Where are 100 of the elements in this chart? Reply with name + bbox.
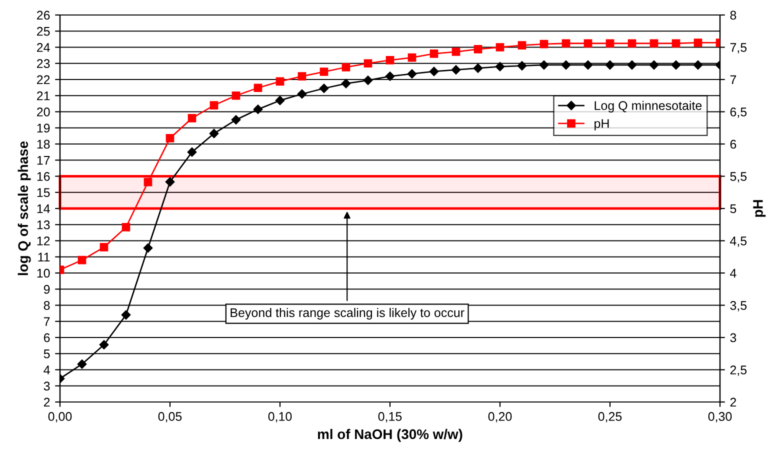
point: [122, 223, 130, 232]
x-tick-label: 0,20: [488, 412, 512, 422]
y2-axis-title: pH: [753, 200, 766, 217]
x-axis-title: ml of NaOH (30% w/w): [318, 428, 462, 442]
y-tick-label: 8: [44, 301, 50, 310]
y-tick-label: 23: [37, 59, 50, 68]
y2-tick-label: 7,5: [730, 43, 747, 54]
y-tick-label: 12: [37, 236, 50, 246]
point: [297, 89, 307, 99]
point: [276, 77, 284, 86]
point: [77, 359, 87, 369]
point: [430, 50, 438, 58]
point: [408, 53, 416, 62]
point: [275, 96, 285, 106]
point: [562, 39, 570, 48]
point: [232, 91, 240, 100]
point: [144, 178, 152, 186]
y-tick-label: 26: [37, 10, 50, 20]
x-tick-label: 0,30: [708, 412, 732, 422]
point: [165, 177, 175, 187]
point: [606, 39, 614, 48]
point: [627, 60, 637, 70]
legend-label: pH: [594, 119, 609, 130]
point: [386, 56, 394, 64]
y2-tick-label: 7: [730, 75, 736, 84]
point: [628, 39, 636, 48]
legend-label: Log Q minnesotaite: [594, 100, 702, 112]
point: [254, 84, 262, 92]
point: [231, 115, 241, 124]
y-tick-label: 24: [37, 43, 50, 52]
y-tick-label: 5: [44, 350, 50, 358]
y-tick-label: 18: [37, 140, 50, 149]
point: [561, 60, 571, 70]
y-tick-label: 10: [37, 268, 50, 278]
y-tick-label: 11: [38, 252, 50, 262]
point: [649, 60, 659, 70]
point: [429, 66, 439, 76]
y-tick-label: 15: [37, 188, 50, 198]
y2-tick-label: 5,5: [730, 172, 747, 182]
point: [496, 43, 504, 52]
point: [650, 39, 658, 48]
y-tick-label: 17: [37, 156, 50, 165]
point: [210, 101, 218, 110]
y-tick-label: 7: [44, 317, 50, 326]
y2-tick-label: 2: [730, 398, 736, 407]
point: [363, 76, 373, 85]
point: [341, 78, 351, 88]
x-tick-label: 0,05: [158, 412, 182, 422]
point: [320, 68, 328, 76]
y2-tick-label: 5: [730, 204, 736, 214]
y-tick-label: 3: [44, 382, 50, 391]
point: [672, 39, 680, 48]
point: [188, 114, 196, 122]
y-tick-label: 6: [44, 333, 50, 342]
point: [605, 60, 615, 70]
point: [473, 64, 483, 73]
y-tick-label: 20: [37, 108, 50, 116]
y-tick-label: 16: [37, 172, 50, 181]
y-tick-label: 4: [44, 366, 50, 374]
point: [495, 62, 505, 72]
y-tick-label: 14: [37, 204, 50, 214]
point: [143, 243, 153, 253]
point: [253, 104, 263, 114]
point: [517, 61, 527, 70]
y2-tick-label: 8: [730, 10, 736, 20]
point: [385, 72, 395, 81]
y2-tick-label: 4,5: [730, 236, 747, 247]
point: [298, 72, 306, 80]
point: [100, 243, 108, 252]
x-tick-label: 0,10: [268, 412, 292, 422]
x-tick-label: 0,25: [598, 412, 622, 422]
point: [694, 38, 702, 47]
y2-tick-label: 3,5: [730, 301, 747, 312]
point: [209, 128, 219, 138]
point: [121, 310, 131, 320]
point: [539, 60, 549, 70]
point: [540, 40, 548, 48]
y2-tick-label: 6: [730, 140, 736, 149]
point: [452, 48, 460, 56]
annotation: Beyond this range scaling is likely to occur: [230, 308, 464, 320]
point: [342, 63, 350, 72]
point: [187, 147, 197, 157]
y-tick-label: 22: [37, 75, 50, 84]
x-tick-label: 0,00: [48, 412, 72, 422]
y-axis-title: log Q of scale phase: [18, 141, 31, 276]
point: [693, 60, 703, 70]
point: [166, 134, 174, 142]
point: [451, 65, 461, 74]
point: [474, 45, 482, 54]
point: [364, 59, 372, 68]
point: [78, 256, 86, 264]
point: [407, 69, 417, 78]
point: [583, 60, 593, 70]
point: [99, 340, 109, 350]
y2-tick-label: 3: [730, 333, 736, 342]
y-tick-label: 2: [44, 398, 50, 407]
y2-tick-label: 4: [730, 268, 736, 278]
y-tick-label: 19: [37, 124, 50, 133]
y-tick-label: 13: [37, 220, 50, 230]
y-tick-label: 21: [37, 91, 50, 100]
